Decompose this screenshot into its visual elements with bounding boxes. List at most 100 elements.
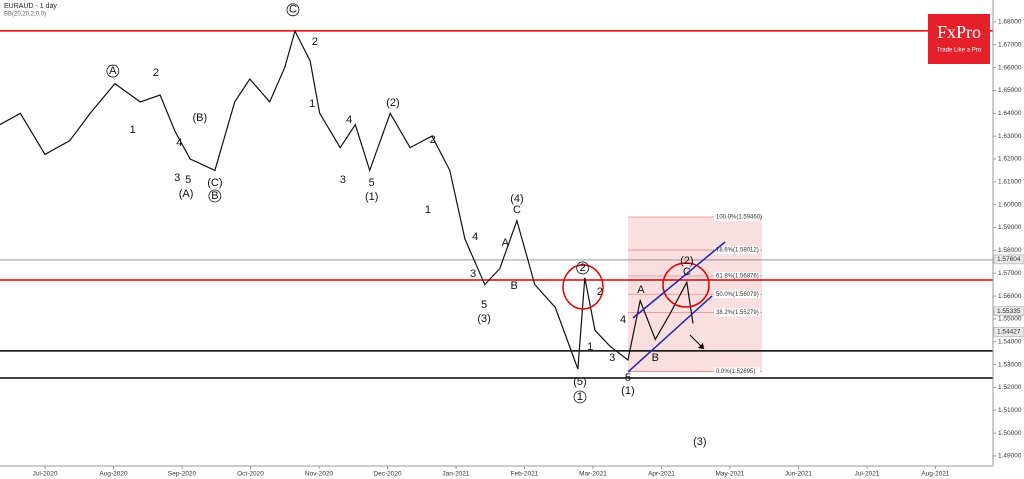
y-tick-label: 1.51000 bbox=[998, 407, 1022, 414]
channel-line bbox=[632, 241, 726, 319]
x-tick-label: Oct-2020 bbox=[237, 471, 264, 478]
x-tick-label: Sep-2020 bbox=[168, 471, 197, 478]
wave-circle bbox=[576, 261, 590, 275]
x-tick-label: Dec-2020 bbox=[373, 471, 402, 478]
wave-label: B bbox=[211, 190, 218, 202]
y-tick-label: 1.58000 bbox=[998, 247, 1022, 254]
fib-label: 38.2%(1.55279) bbox=[716, 310, 759, 316]
channel-line bbox=[627, 295, 713, 373]
x-tick-label: Jul-2021 bbox=[854, 471, 879, 478]
y-tick-label: 1.66000 bbox=[998, 64, 1022, 71]
y-tick-label: 1.67000 bbox=[998, 41, 1022, 48]
price-tag-label: 1.55335 bbox=[997, 308, 1021, 315]
wave-label: C bbox=[513, 204, 521, 216]
fib-label: 100.0%(1.59460) bbox=[716, 215, 762, 221]
wave-label: (B) bbox=[192, 112, 207, 124]
wave-label: A bbox=[637, 284, 645, 296]
price-tag-label: 1.57604 bbox=[997, 256, 1021, 263]
wave-label: 1 bbox=[587, 341, 593, 353]
wave-circle bbox=[573, 390, 587, 404]
wave-label: 5 bbox=[625, 372, 631, 384]
wave-label: 5 bbox=[185, 174, 191, 186]
wave-label: 1 bbox=[130, 124, 136, 136]
x-tick-label: Nov-2020 bbox=[305, 471, 334, 478]
wave-label: 4 bbox=[472, 231, 478, 243]
wave-label: 2 bbox=[580, 262, 586, 274]
y-tick-label: 1.54000 bbox=[998, 338, 1022, 345]
wave-label: A bbox=[109, 65, 117, 77]
wave-label: 3 bbox=[340, 174, 346, 186]
price-tag bbox=[993, 306, 1024, 316]
x-tick-label: Jan-2021 bbox=[442, 471, 469, 478]
wave-label: (3) bbox=[693, 436, 706, 448]
y-tick-label: 1.62000 bbox=[998, 156, 1022, 163]
wave-label: (A) bbox=[179, 188, 194, 200]
x-tick-label: Aug-2021 bbox=[921, 471, 950, 478]
fib-label: 0.0%(1.52695) bbox=[716, 369, 755, 375]
levels bbox=[0, 30, 993, 379]
y-tick-label: 1.50000 bbox=[998, 430, 1022, 437]
wave-label: (1) bbox=[365, 191, 378, 203]
wave-label: 3 bbox=[470, 268, 476, 280]
wave-label: C bbox=[683, 266, 691, 278]
fib-label-bg bbox=[714, 308, 760, 317]
x-tick-label: Jul-2020 bbox=[33, 471, 58, 478]
axes: 1.49000 1.50000 1.51000 1.52000 1.53000 1.540… bbox=[33, 19, 1024, 478]
wave-label: 3 bbox=[174, 172, 180, 184]
x-tick-label: Jun-2021 bbox=[785, 471, 812, 478]
price-tag-label: 1.54427 bbox=[997, 329, 1021, 336]
price-line bbox=[0, 29, 694, 370]
y-tick-label: 1.68000 bbox=[998, 19, 1022, 26]
price-tag bbox=[993, 327, 1024, 337]
wave-circle bbox=[286, 3, 300, 17]
highlight-ellipse bbox=[662, 262, 710, 308]
wave-label: 2 bbox=[430, 134, 436, 146]
wave-circle bbox=[106, 64, 120, 78]
fib-label-bg bbox=[714, 246, 760, 255]
y-tick-label: 1.61000 bbox=[998, 179, 1022, 186]
price bbox=[0, 29, 694, 370]
wave-label: (3) bbox=[477, 313, 490, 325]
wave-label: A bbox=[502, 237, 510, 249]
wave-label: 1 bbox=[309, 98, 315, 110]
brand-name: FxPro bbox=[937, 22, 981, 42]
wave-label: 4 bbox=[346, 114, 352, 126]
highlight-ellipse bbox=[562, 264, 604, 310]
brand-tagline: Trade Like a Pro bbox=[937, 48, 982, 54]
wave-label: 4 bbox=[176, 137, 182, 149]
x-tick-label: Mar-2021 bbox=[579, 471, 607, 478]
y-tick-label: 1.56000 bbox=[998, 293, 1022, 300]
wave-label: C bbox=[289, 4, 297, 16]
fib-label-bg bbox=[714, 290, 760, 299]
wave-label: 1 bbox=[577, 391, 583, 403]
y-tick-label: 1.55000 bbox=[998, 316, 1022, 323]
fib-label: 78.6%(1.58012) bbox=[716, 248, 759, 254]
wave-label: 4 bbox=[620, 314, 626, 326]
wave-label: (4) bbox=[510, 193, 523, 205]
wave-circle bbox=[208, 189, 222, 203]
chart-title: EURAUD - 1 day bbox=[4, 3, 57, 10]
price-tag bbox=[993, 254, 1024, 265]
wave-label: 5 bbox=[481, 299, 487, 311]
wave-label: 3 bbox=[609, 352, 615, 364]
y-tick-label: 1.63000 bbox=[998, 133, 1022, 140]
wave-label: (1) bbox=[621, 385, 634, 397]
wave-label: B bbox=[652, 352, 659, 364]
fib-label: 61.8%(1.56876) bbox=[716, 274, 759, 280]
y-tick-label: 1.53000 bbox=[998, 361, 1022, 368]
x-tick-label: May-2021 bbox=[716, 471, 745, 478]
fibonacci-box: 100.0%(1.59460) 78.6%(1.58012) 61.8%(1.568… bbox=[628, 213, 762, 376]
wave-label: 1 bbox=[425, 204, 431, 216]
y-tick-label: 1.57000 bbox=[998, 270, 1022, 277]
y-tick-label: 1.60000 bbox=[998, 201, 1022, 208]
wave-label: B bbox=[511, 280, 518, 292]
y-tick-label: 1.64000 bbox=[998, 110, 1022, 117]
drawings bbox=[562, 241, 726, 373]
y-tick-label: 1.65000 bbox=[998, 87, 1022, 94]
x-tick-label: Apr-2021 bbox=[648, 471, 675, 478]
y-tick-label: 1.59000 bbox=[998, 224, 1022, 231]
wave-label: 5 bbox=[369, 177, 375, 189]
chart-subtitle: BB(20,20,2,0,0) bbox=[4, 12, 46, 18]
